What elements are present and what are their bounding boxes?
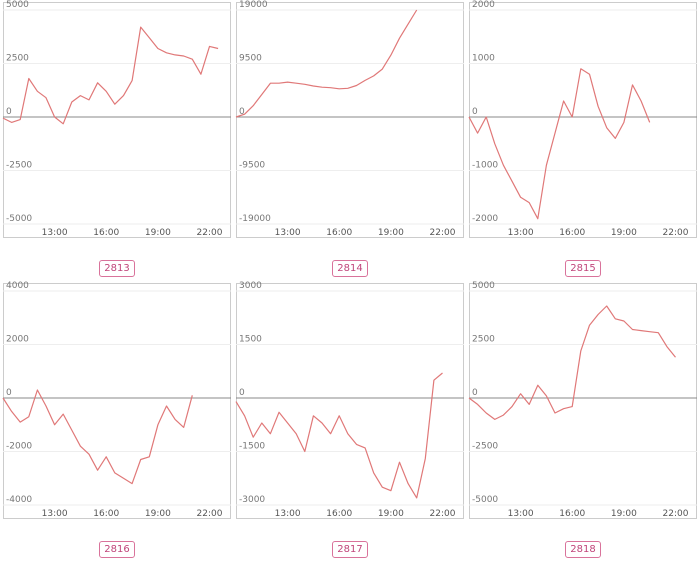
x-tick-label: 19:00 xyxy=(145,509,171,519)
y-tick-label: 2000 xyxy=(6,335,29,345)
x-tick-label: 16:00 xyxy=(93,228,119,238)
x-tick-label: 22:00 xyxy=(430,228,456,238)
chart-panel-2816: 4000 2000 0 -2000 -4000 13:00 16:00 19:00 22:00 2… xyxy=(2,281,231,558)
y-tick-label: -5000 xyxy=(6,214,32,224)
chart-label-wrap: 2813 xyxy=(3,260,231,277)
x-tick-label: 19:00 xyxy=(378,509,404,519)
y-tick-label: 5000 xyxy=(6,0,29,10)
x-tick-label: 16:00 xyxy=(326,228,352,238)
y-tick-label: -9500 xyxy=(239,161,265,171)
y-tick-label: -4000 xyxy=(6,495,32,505)
y-tick-label: 4000 xyxy=(6,281,29,291)
chart-panel-2814: 19000 9500 0 -9500 -19000 13:00 16:00 19:00 22:0… xyxy=(235,0,464,277)
x-tick-label: 13:00 xyxy=(42,509,68,519)
x-tick-label: 19:00 xyxy=(145,228,171,238)
chart-panel-2813: 5000 2500 0 -2500 -5000 13:00 16:00 19:00 22:00 2… xyxy=(2,0,231,277)
y-tick-label: 0 xyxy=(6,388,12,398)
x-tick-label: 13:00 xyxy=(42,228,68,238)
x-tick-label: 13:00 xyxy=(275,228,301,238)
x-tick-label: 16:00 xyxy=(559,228,585,238)
chart-frame xyxy=(236,2,464,238)
x-tick-label: 13:00 xyxy=(508,228,534,238)
series-line xyxy=(468,68,651,220)
chart-svg: 4000 2000 0 -2000 -4000 13:00 16:00 19:00 22:00 xyxy=(2,281,231,519)
series-line xyxy=(235,9,418,118)
chart-title-badge[interactable]: 2814 xyxy=(332,260,368,277)
y-tick-label: 0 xyxy=(6,107,12,117)
chart-svg: 19000 9500 0 -9500 -19000 13:00 16:00 19:00 22:0… xyxy=(235,0,464,238)
y-tick-label: 9500 xyxy=(239,54,262,64)
chart-frame xyxy=(3,283,231,519)
x-tick-label: 19:00 xyxy=(611,509,637,519)
x-tick-label: 22:00 xyxy=(663,509,689,519)
x-tick-label: 22:00 xyxy=(663,228,689,238)
y-tick-label: -1500 xyxy=(239,442,265,452)
y-tick-label: 0 xyxy=(239,107,245,117)
series-line xyxy=(2,26,219,125)
series-line xyxy=(468,305,676,420)
chart-frame xyxy=(3,2,231,238)
y-tick-label: 2500 xyxy=(472,335,495,345)
chart-svg: 2000 1000 0 -1000 -2000 13:00 16:00 19:00 22:00 xyxy=(468,0,697,238)
y-tick-label: -19000 xyxy=(239,214,271,224)
y-tick-label: -5000 xyxy=(472,495,498,505)
y-tick-label: 2500 xyxy=(6,54,29,64)
x-tick-label: 19:00 xyxy=(611,228,637,238)
chart-title-badge[interactable]: 2818 xyxy=(565,541,601,558)
chart-label-wrap: 2815 xyxy=(469,260,697,277)
chart-label-wrap: 2814 xyxy=(236,260,464,277)
y-tick-label: 0 xyxy=(472,388,478,398)
y-tick-label: -2500 xyxy=(472,442,498,452)
y-tick-label: -1000 xyxy=(472,161,498,171)
chart-panel-2818: 5000 2500 0 -2500 -5000 13:00 16:00 19:00 22:00 2… xyxy=(468,281,697,558)
x-tick-label: 13:00 xyxy=(275,509,301,519)
y-tick-label: 3000 xyxy=(239,281,262,291)
chart-svg: 5000 2500 0 -2500 -5000 13:00 16:00 19:00 22:00 xyxy=(468,281,697,519)
y-tick-label: 2000 xyxy=(472,0,495,10)
x-tick-label: 22:00 xyxy=(197,228,223,238)
y-tick-label: 0 xyxy=(472,107,478,117)
chart-label-wrap: 2817 xyxy=(236,541,464,558)
chart-title-badge[interactable]: 2816 xyxy=(99,541,135,558)
y-tick-label: -2000 xyxy=(472,214,498,224)
y-tick-label: -2000 xyxy=(6,442,32,452)
x-tick-label: 19:00 xyxy=(378,228,404,238)
chart-frame xyxy=(236,283,464,519)
series-line xyxy=(2,389,193,485)
x-tick-label: 16:00 xyxy=(326,509,352,519)
chart-title-badge[interactable]: 2813 xyxy=(99,260,135,277)
x-tick-label: 22:00 xyxy=(430,509,456,519)
x-tick-label: 16:00 xyxy=(559,509,585,519)
chart-frame xyxy=(469,2,697,238)
chart-panel-2815: 2000 1000 0 -1000 -2000 13:00 16:00 19:00 22:00 2… xyxy=(468,0,697,277)
y-tick-label: 1500 xyxy=(239,335,262,345)
chart-title-badge[interactable]: 2815 xyxy=(565,260,601,277)
chart-label-wrap: 2816 xyxy=(3,541,231,558)
y-tick-label: 0 xyxy=(239,388,245,398)
chart-frame xyxy=(469,283,697,519)
y-tick-label: 19000 xyxy=(239,0,268,10)
chart-svg: 5000 2500 0 -2500 -5000 13:00 16:00 19:00 22:00 xyxy=(2,0,231,238)
x-tick-label: 16:00 xyxy=(93,509,119,519)
y-tick-label: 5000 xyxy=(472,281,495,291)
chart-label-wrap: 2818 xyxy=(469,541,697,558)
y-tick-label: -3000 xyxy=(239,495,265,505)
chart-svg: 3000 1500 0 -1500 -3000 13:00 16:00 19:00 22:00 xyxy=(235,281,464,519)
chart-panel-2817: 3000 1500 0 -1500 -3000 13:00 16:00 19:00 22:00 2… xyxy=(235,281,464,558)
y-tick-label: 1000 xyxy=(472,54,495,64)
chart-title-badge[interactable]: 2817 xyxy=(332,541,368,558)
x-tick-label: 13:00 xyxy=(508,509,534,519)
x-tick-label: 22:00 xyxy=(197,509,223,519)
series-line xyxy=(235,372,443,499)
y-tick-label: -2500 xyxy=(6,161,32,171)
